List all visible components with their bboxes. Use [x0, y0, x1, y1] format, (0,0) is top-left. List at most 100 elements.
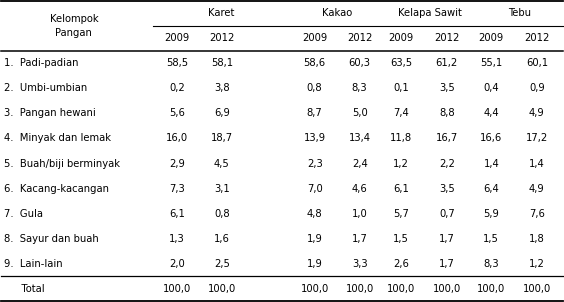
Text: 3,1: 3,1 — [214, 184, 230, 194]
Text: 6,9: 6,9 — [214, 108, 230, 118]
Text: 5,0: 5,0 — [352, 108, 368, 118]
Text: 2,2: 2,2 — [439, 159, 455, 169]
Text: 4.  Minyak dan lemak: 4. Minyak dan lemak — [3, 133, 111, 143]
Text: Total: Total — [9, 284, 45, 294]
Text: 6,4: 6,4 — [483, 184, 499, 194]
Text: Tebu: Tebu — [508, 8, 531, 18]
Text: 100,0: 100,0 — [346, 284, 374, 294]
Text: 7,6: 7,6 — [529, 209, 545, 219]
Text: 7,3: 7,3 — [169, 184, 184, 194]
Text: 7,4: 7,4 — [394, 108, 409, 118]
Text: 4,5: 4,5 — [214, 159, 230, 169]
Text: 1.  Padi-padian: 1. Padi-padian — [3, 58, 78, 68]
Text: 1,4: 1,4 — [529, 159, 545, 169]
Text: 1,9: 1,9 — [307, 259, 323, 269]
Text: 1,4: 1,4 — [483, 159, 499, 169]
Text: 0,4: 0,4 — [483, 83, 499, 93]
Text: 58,1: 58,1 — [211, 58, 233, 68]
Text: 8,8: 8,8 — [439, 108, 455, 118]
Text: 6,1: 6,1 — [393, 184, 409, 194]
Text: 16,6: 16,6 — [480, 133, 503, 143]
Text: 61,2: 61,2 — [436, 58, 458, 68]
Text: 63,5: 63,5 — [390, 58, 412, 68]
Text: Kakao: Kakao — [321, 8, 352, 18]
Text: 7.  Gula: 7. Gula — [3, 209, 42, 219]
Text: 7,0: 7,0 — [307, 184, 323, 194]
Text: 60,3: 60,3 — [349, 58, 371, 68]
Text: 100,0: 100,0 — [523, 284, 551, 294]
Text: 0,9: 0,9 — [529, 83, 545, 93]
Text: 1,9: 1,9 — [307, 234, 323, 244]
Text: 9.  Lain-lain: 9. Lain-lain — [3, 259, 62, 269]
Text: 4,9: 4,9 — [529, 184, 545, 194]
Text: 58,6: 58,6 — [303, 58, 325, 68]
Text: 2,3: 2,3 — [307, 159, 323, 169]
Text: 17,2: 17,2 — [526, 133, 548, 143]
Text: 1,5: 1,5 — [393, 234, 409, 244]
Text: 1,2: 1,2 — [529, 259, 545, 269]
Text: 5,9: 5,9 — [483, 209, 499, 219]
Text: 13,4: 13,4 — [349, 133, 371, 143]
Text: 0,1: 0,1 — [394, 83, 409, 93]
Text: 100,0: 100,0 — [208, 284, 236, 294]
Text: 1,6: 1,6 — [214, 234, 230, 244]
Text: 3.  Pangan hewani: 3. Pangan hewani — [3, 108, 95, 118]
Text: 0,7: 0,7 — [439, 209, 455, 219]
Text: 55,1: 55,1 — [480, 58, 503, 68]
Text: 5,7: 5,7 — [393, 209, 409, 219]
Text: 100,0: 100,0 — [301, 284, 329, 294]
Text: 100,0: 100,0 — [433, 284, 461, 294]
Text: 1,8: 1,8 — [529, 234, 545, 244]
Text: 2009: 2009 — [302, 33, 327, 43]
Text: 1,3: 1,3 — [169, 234, 184, 244]
Text: 11,8: 11,8 — [390, 133, 412, 143]
Text: 2009: 2009 — [389, 33, 414, 43]
Text: 3,5: 3,5 — [439, 184, 455, 194]
Text: 2012: 2012 — [524, 33, 549, 43]
Text: 4,9: 4,9 — [529, 108, 545, 118]
Text: 4,6: 4,6 — [352, 184, 368, 194]
Text: 100,0: 100,0 — [477, 284, 505, 294]
Text: 8,3: 8,3 — [352, 83, 368, 93]
Text: 2,6: 2,6 — [393, 259, 409, 269]
Text: 5,6: 5,6 — [169, 108, 185, 118]
Text: Kelapa Sawit: Kelapa Sawit — [398, 8, 461, 18]
Text: 18,7: 18,7 — [211, 133, 233, 143]
Text: 0,8: 0,8 — [307, 83, 323, 93]
Text: 3,5: 3,5 — [439, 83, 455, 93]
Text: 16,0: 16,0 — [166, 133, 188, 143]
Text: 2012: 2012 — [434, 33, 460, 43]
Text: 0,8: 0,8 — [214, 209, 230, 219]
Text: 1,2: 1,2 — [393, 159, 409, 169]
Text: 8.  Sayur dan buah: 8. Sayur dan buah — [3, 234, 98, 244]
Text: 6,1: 6,1 — [169, 209, 185, 219]
Text: 2.  Umbi-umbian: 2. Umbi-umbian — [3, 83, 87, 93]
Text: 100,0: 100,0 — [387, 284, 416, 294]
Text: 8,3: 8,3 — [483, 259, 499, 269]
Text: 100,0: 100,0 — [162, 284, 191, 294]
Text: 3,8: 3,8 — [214, 83, 230, 93]
Text: 1,7: 1,7 — [439, 259, 455, 269]
Text: Kelompok
Pangan: Kelompok Pangan — [50, 14, 98, 38]
Text: 2009: 2009 — [164, 33, 190, 43]
Text: 58,5: 58,5 — [166, 58, 188, 68]
Text: 1,7: 1,7 — [439, 234, 455, 244]
Text: 5.  Buah/biji berminyak: 5. Buah/biji berminyak — [3, 159, 120, 169]
Text: 8,7: 8,7 — [307, 108, 323, 118]
Text: 2012: 2012 — [209, 33, 235, 43]
Text: 4,8: 4,8 — [307, 209, 323, 219]
Text: 0,2: 0,2 — [169, 83, 184, 93]
Text: 16,7: 16,7 — [436, 133, 458, 143]
Text: 2,0: 2,0 — [169, 259, 184, 269]
Text: 2012: 2012 — [347, 33, 372, 43]
Text: 1,5: 1,5 — [483, 234, 499, 244]
Text: 2,5: 2,5 — [214, 259, 230, 269]
Text: 1,7: 1,7 — [352, 234, 368, 244]
Text: 6.  Kacang-kacangan: 6. Kacang-kacangan — [3, 184, 108, 194]
Text: 2009: 2009 — [479, 33, 504, 43]
Text: 1,0: 1,0 — [352, 209, 368, 219]
Text: 2,4: 2,4 — [352, 159, 368, 169]
Text: Karet: Karet — [208, 8, 235, 18]
Text: 13,9: 13,9 — [303, 133, 325, 143]
Text: 3,3: 3,3 — [352, 259, 368, 269]
